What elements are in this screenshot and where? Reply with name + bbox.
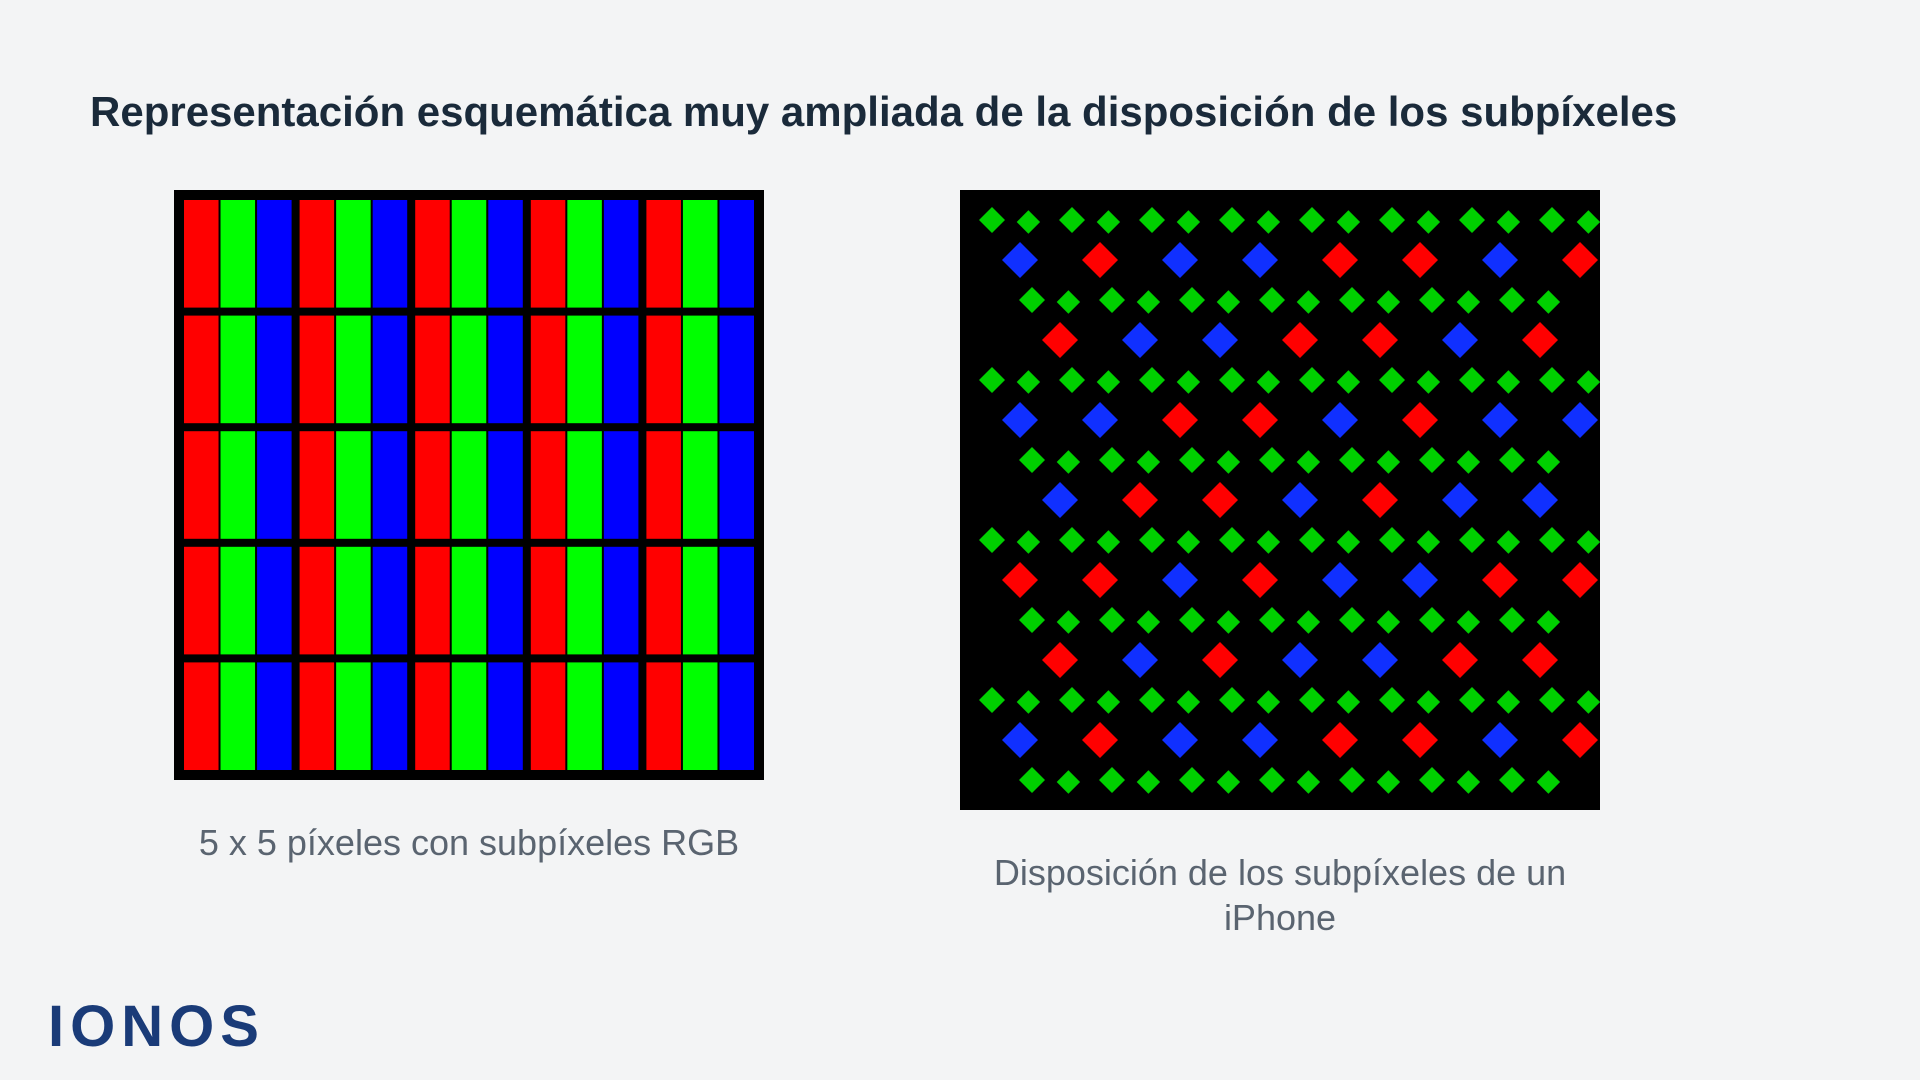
rgb-stripe-svg bbox=[174, 190, 764, 780]
iphone-pentile-panel: Disposición de los subpíxeles de un iPho… bbox=[960, 190, 1600, 940]
iphone-pentile-caption: Disposición de los subpíxeles de un iPho… bbox=[960, 850, 1600, 940]
page-title: Representación esquemática muy ampliada … bbox=[90, 88, 1677, 136]
rgb-stripe-caption: 5 x 5 píxeles con subpíxeles RGB bbox=[174, 820, 764, 865]
ionos-logo: IONOS bbox=[48, 993, 265, 1060]
rgb-stripe-panel: 5 x 5 píxeles con subpíxeles RGB bbox=[174, 190, 764, 865]
iphone-pentile-svg bbox=[960, 190, 1600, 810]
